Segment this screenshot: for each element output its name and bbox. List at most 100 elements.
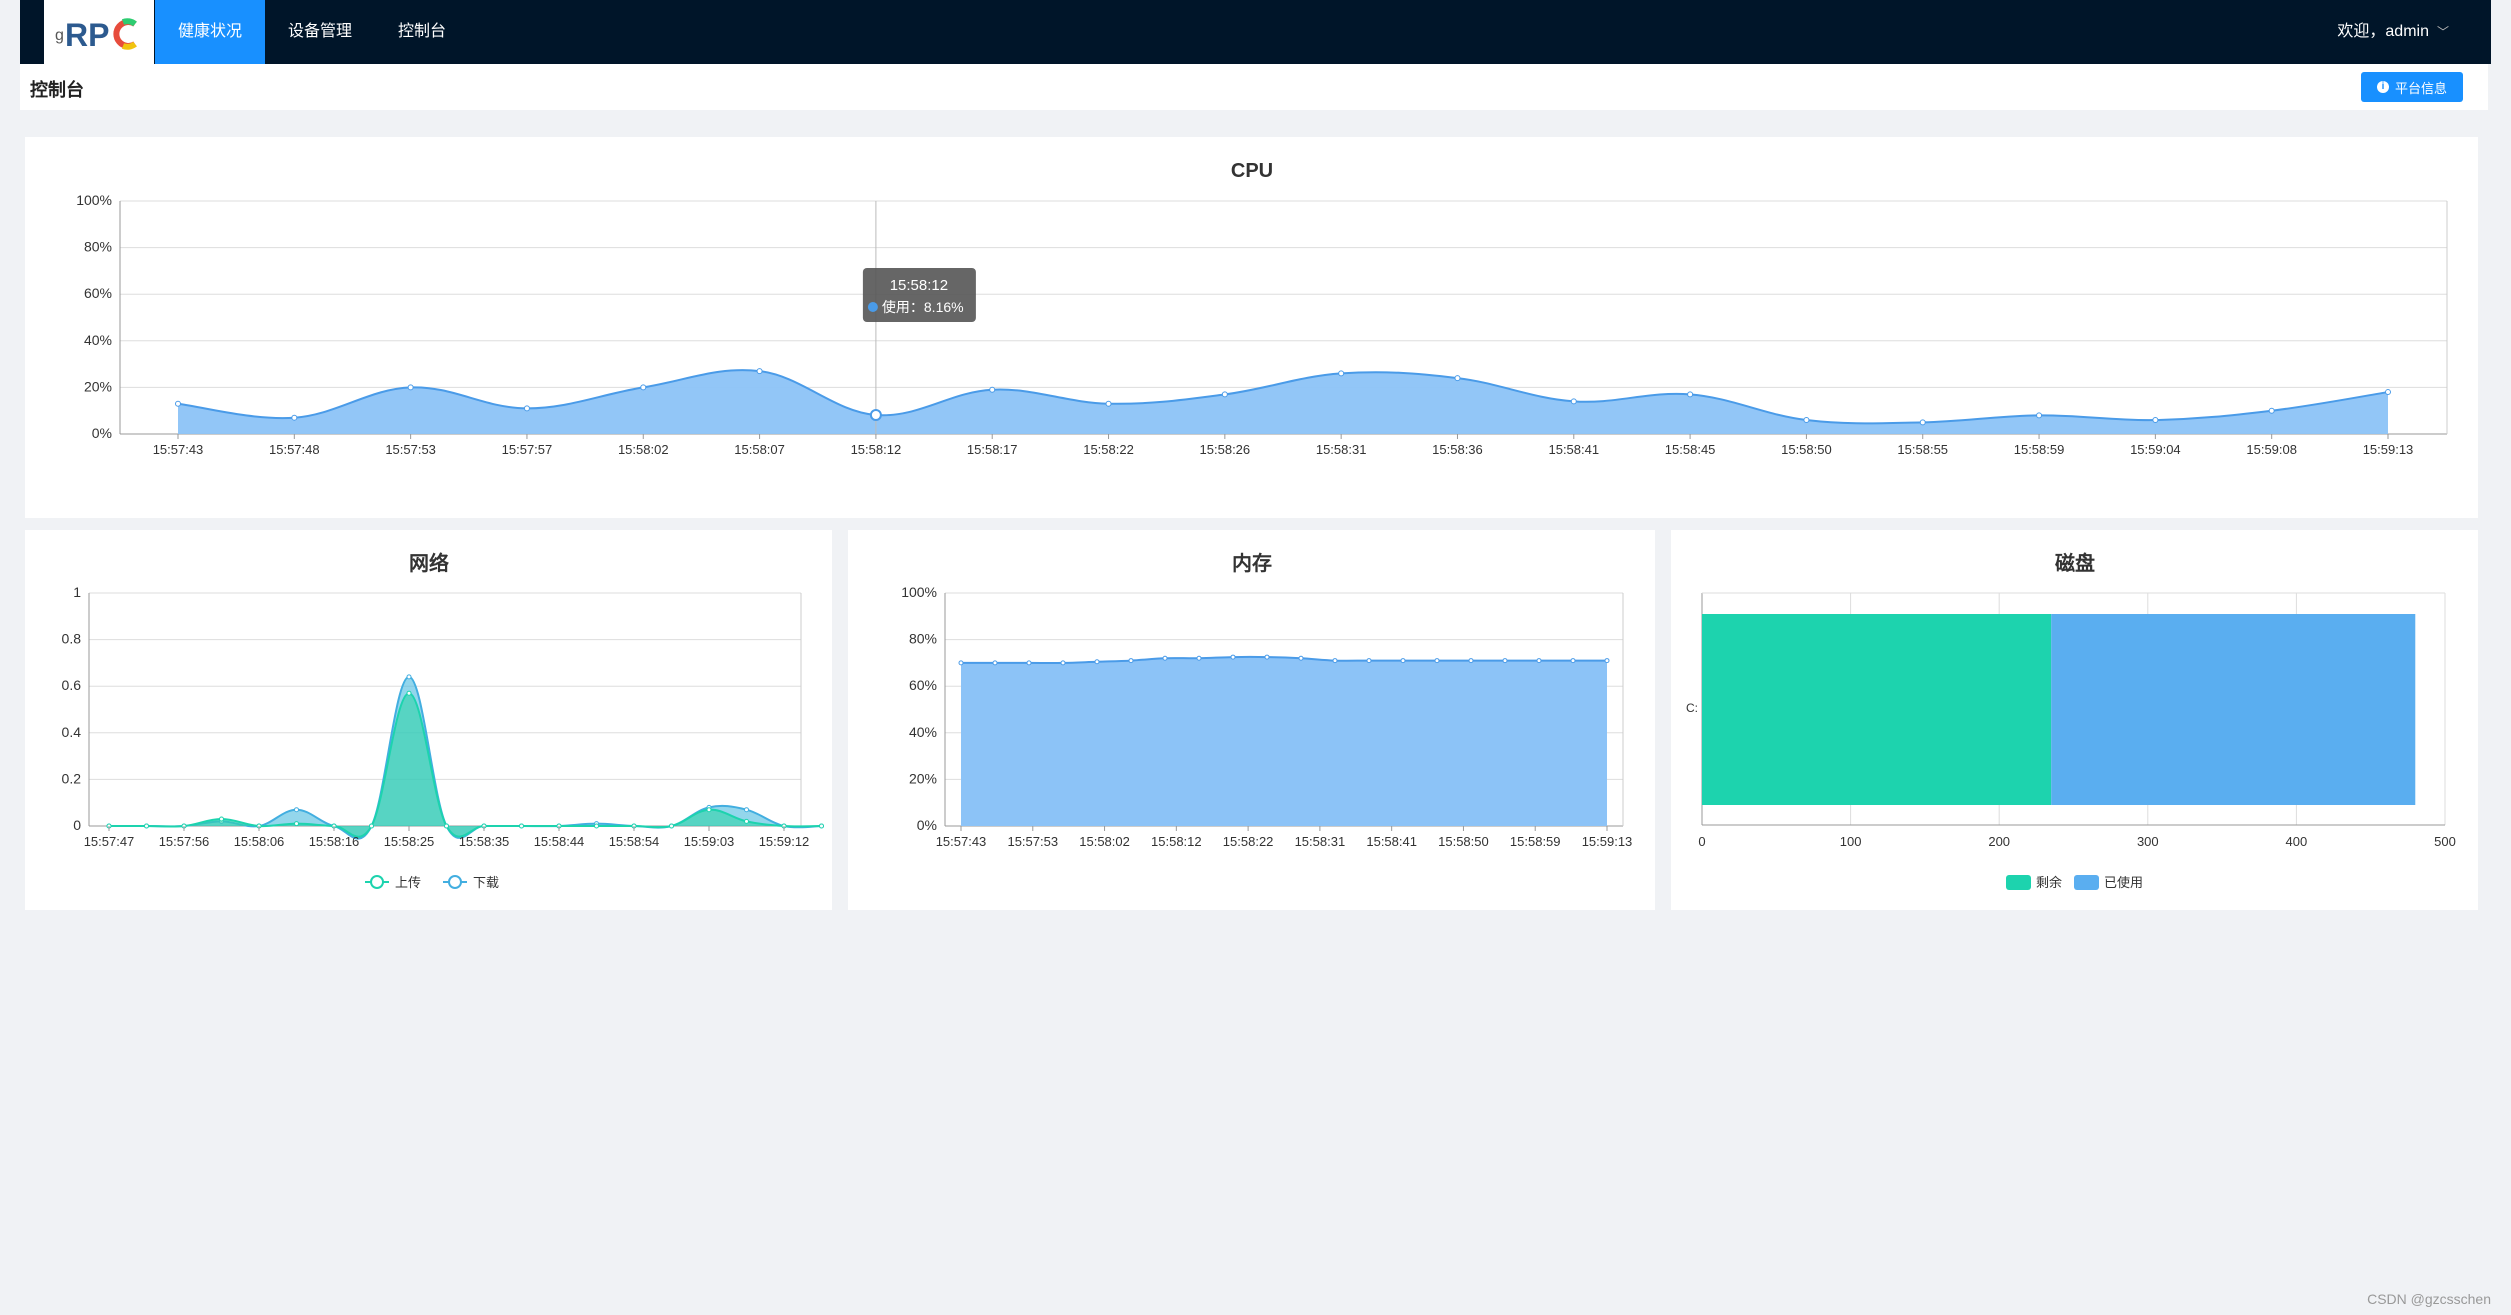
- tooltip-value: 使用：8.16%: [882, 299, 964, 315]
- tooltip-time: 15:58:12: [890, 277, 948, 294]
- y-tick-label: 0: [73, 817, 81, 833]
- watermark: CSDN @gzcsschen: [2367, 1291, 2491, 1307]
- cpu-point: [291, 414, 298, 421]
- memory-point: [958, 660, 964, 666]
- memory-point: [1060, 660, 1066, 666]
- y-tick-label: 80%: [909, 631, 937, 647]
- x-tick-label: 15:59:08: [2246, 442, 2297, 457]
- x-tick-label: 15:59:12: [759, 834, 810, 849]
- memory-point: [1434, 658, 1440, 664]
- network-chart[interactable]: 网络 0 0.2 0.4 0.6 0.8 1 15:57:47 15:57:56 15:58:06…: [25, 530, 832, 910]
- page-header: 控制台 i 平台信息: [20, 64, 2488, 110]
- app-logo[interactable]: g RP: [44, 0, 154, 64]
- cpu-point: [640, 384, 647, 391]
- x-tick-label: 200: [1988, 834, 2010, 849]
- memory-point: [1162, 655, 1168, 661]
- chart-title: CPU: [1231, 160, 1273, 182]
- network-point: [369, 823, 374, 829]
- chart-title: 内存: [1232, 551, 1272, 575]
- x-tick-label: 15:58:36: [1432, 442, 1483, 457]
- legend-marker: [448, 875, 462, 889]
- network-point: [519, 823, 524, 829]
- legend-marker: [370, 875, 384, 889]
- cpu-point: [1454, 375, 1461, 382]
- y-tick-label: 40%: [909, 724, 937, 740]
- cpu-point: [1687, 391, 1694, 398]
- memory-point: [1196, 655, 1202, 661]
- cpu-chart[interactable]: CPU 0% 20% 40% 60% 80% 100% 15:57:43 15:57:48 15:…: [25, 137, 2478, 518]
- y-tick-label: 0.2: [62, 770, 82, 786]
- memory-point: [1094, 659, 1100, 665]
- cpu-area: [178, 370, 2388, 434]
- x-tick-label: 15:58:55: [1897, 442, 1948, 457]
- chevron-down-icon: ﹀: [2436, 25, 2449, 39]
- x-tick-label: 15:59:13: [2363, 442, 2414, 457]
- tooltip: [862, 268, 976, 322]
- nav-item-console[interactable]: 控制台: [398, 23, 447, 40]
- x-tick-label: 15:58:12: [851, 442, 902, 457]
- x-tick-label: 15:59:13: [1582, 834, 1633, 849]
- y-tick-label: 20%: [84, 378, 112, 394]
- memory-panel: 内存 0% 20% 40% 60% 80% 100% 15:57:43 15:57:53 15:5…: [848, 530, 1655, 910]
- network-point: [444, 823, 449, 829]
- nav-item-health[interactable]: 健康状况: [155, 0, 266, 64]
- cpu-point: [1221, 391, 1228, 398]
- x-tick-label: 15:58:50: [1438, 834, 1489, 849]
- memory-point: [1298, 655, 1304, 661]
- x-tick-label: 400: [2286, 834, 2308, 849]
- user-menu[interactable]: 欢迎，admin ﹀: [2337, 0, 2449, 64]
- memory-point: [1468, 658, 1474, 664]
- network-point: [744, 807, 749, 813]
- disk-bar-used: [2051, 614, 2416, 805]
- network-point: [819, 823, 824, 829]
- cpu-point: [175, 400, 181, 407]
- x-tick-label: 500: [2434, 834, 2456, 849]
- y-tick-label: 0%: [917, 817, 937, 833]
- cpu-point: [1570, 398, 1577, 405]
- cpu-point: [2152, 417, 2159, 424]
- cpu-point: [1803, 417, 1810, 424]
- memory-chart[interactable]: 内存 0% 20% 40% 60% 80% 100% 15:57:43 15:57:53 15:5…: [848, 530, 1655, 910]
- cpu-panel: CPU 0% 20% 40% 60% 80% 100% 15:57:43 15:57:48 15:…: [25, 137, 2478, 518]
- x-tick-label: 300: [2137, 834, 2159, 849]
- x-tick-label: 15:58:16: [309, 834, 360, 849]
- network-point: [706, 807, 712, 813]
- x-tick-label: 15:58:41: [1366, 834, 1417, 849]
- cpu-point: [2385, 389, 2391, 396]
- network-panel: 网络 0 0.2 0.4 0.6 0.8 1 15:57:47 15:57:56 15:58:06…: [25, 530, 832, 910]
- x-tick-label: 15:58:31: [1295, 834, 1346, 849]
- y-tick-label: 60%: [84, 285, 112, 301]
- y-tick-label: 0.8: [62, 631, 82, 647]
- disk-chart[interactable]: 磁盘 0 100 200 300 400 500 C: 剩余 已使用: [1671, 530, 2478, 910]
- x-tick-label: 15:57:56: [159, 834, 210, 849]
- memory-point: [1604, 658, 1610, 664]
- page-title: 控制台: [30, 80, 84, 100]
- user-greeting: 欢迎，admin: [2337, 23, 2429, 40]
- hover-point: [869, 408, 882, 421]
- network-point: [294, 807, 299, 813]
- cpu-point: [407, 384, 414, 391]
- x-tick-label: 15:58:17: [967, 442, 1018, 457]
- x-tick-label: 15:57:57: [502, 442, 553, 457]
- nav-item-devices[interactable]: 设备管理: [288, 23, 353, 40]
- platform-info-button[interactable]: i 平台信息: [2360, 72, 2463, 102]
- x-tick-label: 15:57:43: [936, 834, 987, 849]
- network-point: [294, 821, 299, 827]
- x-tick-label: 15:57:47: [84, 834, 135, 849]
- x-tick-label: 100: [1840, 834, 1862, 849]
- x-tick-label: 15:58:26: [1200, 442, 1251, 457]
- y-tick-label: 0.6: [62, 677, 82, 693]
- chart-title: 磁盘: [2055, 551, 2095, 575]
- x-tick-label: 15:58:22: [1223, 834, 1274, 849]
- chart-title: 网络: [409, 551, 449, 575]
- x-tick-label: 15:58:02: [618, 442, 669, 457]
- y-tick-label: 100%: [901, 584, 937, 600]
- cpu-point: [1919, 419, 1926, 426]
- x-tick-label: 15:58:25: [384, 834, 435, 849]
- y-tick-label: 80%: [84, 239, 112, 255]
- y-tick-label: 20%: [909, 770, 937, 786]
- y-tick-label: 0.4: [62, 724, 82, 740]
- network-point: [406, 674, 412, 680]
- x-tick-label: 15:59:04: [2130, 442, 2181, 457]
- memory-point: [1502, 658, 1508, 664]
